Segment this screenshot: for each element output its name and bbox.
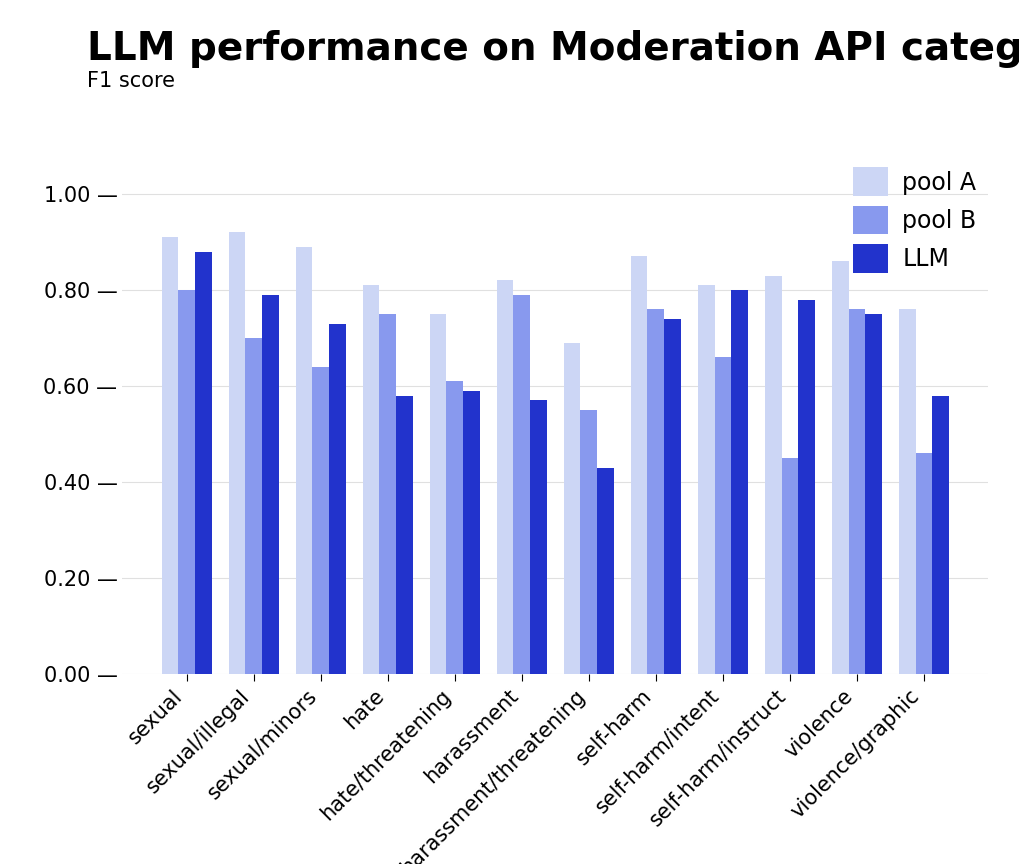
Bar — [262, 295, 279, 674]
Bar — [915, 453, 932, 674]
Bar — [228, 232, 246, 674]
Bar — [313, 366, 329, 674]
Bar — [530, 400, 547, 674]
Bar — [178, 290, 196, 674]
Bar — [597, 467, 614, 674]
Bar — [396, 396, 413, 674]
Bar — [732, 290, 748, 674]
Bar — [162, 237, 178, 674]
Bar — [865, 314, 882, 674]
Bar — [832, 261, 849, 674]
Bar — [329, 323, 345, 674]
Bar — [296, 247, 313, 674]
Bar — [464, 391, 480, 674]
Bar — [798, 300, 815, 674]
Bar — [430, 314, 446, 674]
Bar — [581, 410, 597, 674]
Bar — [246, 338, 262, 674]
Bar — [564, 343, 581, 674]
Bar — [714, 357, 732, 674]
Text: F1 score: F1 score — [87, 71, 174, 91]
Bar — [765, 276, 782, 674]
Bar — [496, 280, 514, 674]
Bar — [782, 458, 798, 674]
Bar — [849, 309, 865, 674]
Bar — [363, 285, 379, 674]
Bar — [446, 381, 464, 674]
Text: LLM performance on Moderation API categories: LLM performance on Moderation API catego… — [87, 30, 1019, 68]
Bar — [899, 309, 915, 674]
Bar — [514, 295, 530, 674]
Bar — [196, 251, 212, 674]
Bar — [631, 257, 647, 674]
Bar — [664, 319, 681, 674]
Bar — [379, 314, 396, 674]
Legend: pool A, pool B, LLM: pool A, pool B, LLM — [853, 168, 976, 273]
Bar — [647, 309, 664, 674]
Bar — [698, 285, 714, 674]
Bar — [932, 396, 949, 674]
